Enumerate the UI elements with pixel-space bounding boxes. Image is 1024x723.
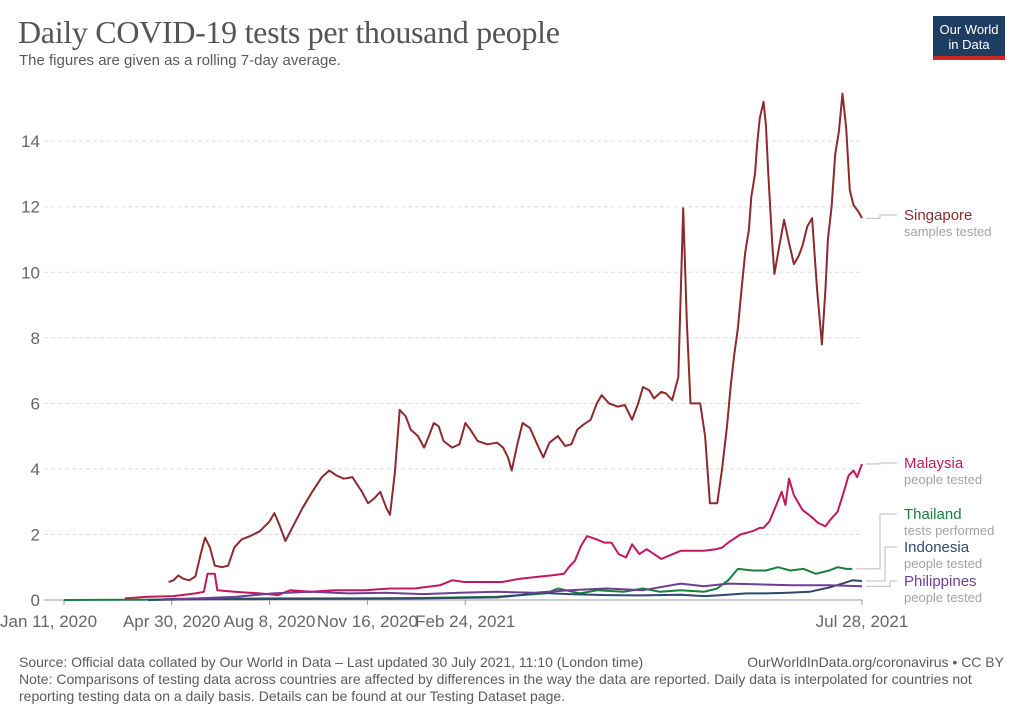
series-line-indonesia xyxy=(147,579,863,601)
chart-subtitle: The figures are given as a rolling 7-day… xyxy=(19,52,341,69)
series-label-singapore: Singapore xyxy=(904,207,972,224)
y-axis-ticks: 0 2 4 6 8 10 12 14 xyxy=(21,132,40,610)
note-text: Note: Comparisons of testing data across… xyxy=(19,671,972,704)
x-tick-label: Jul 28, 2021 xyxy=(816,612,909,631)
y-tick-label: 8 xyxy=(31,329,40,348)
source-text: Source: Official data collated by Our Wo… xyxy=(19,654,644,670)
x-tick-label: Apr 30, 2020 xyxy=(123,612,220,631)
series-line-philippines xyxy=(162,582,863,601)
series-label-indonesia: Indonesia xyxy=(904,539,970,556)
x-tick-label: Jan 11, 2020 xyxy=(0,612,97,631)
y-tick-label: 6 xyxy=(31,394,40,413)
series-label-philippines: Philippines xyxy=(904,573,977,590)
series-sublabel-singapore: samples tested xyxy=(904,224,991,239)
y-tick-label: 2 xyxy=(31,525,40,544)
chart-title: Daily COVID-19 tests per thousand people xyxy=(18,14,560,50)
x-axis: Jan 11, 2020 Apr 30, 2020 Aug 8, 2020 Nov 1… xyxy=(0,599,909,631)
x-tick-label: Nov 16, 2020 xyxy=(317,612,418,631)
series-sublabel-indonesia: people tested xyxy=(904,556,982,571)
series-line-malaysia xyxy=(124,463,863,600)
series-label-thailand: Thailand xyxy=(904,506,962,523)
gridlines xyxy=(44,140,862,535)
y-tick-label: 4 xyxy=(31,460,40,479)
label-connector xyxy=(866,462,897,465)
y-tick-label: 12 xyxy=(21,198,40,217)
logo-line1: Our World xyxy=(939,22,999,37)
label-connector xyxy=(866,546,897,582)
x-tick-label: Aug 8, 2020 xyxy=(224,612,316,631)
series-sublabel-philippines: people tested xyxy=(904,590,982,605)
series-label-malaysia: Malaysia xyxy=(904,455,964,472)
y-tick-label: 10 xyxy=(21,263,40,282)
line-chart: 0 2 4 6 8 10 12 14 Jan 11, 2020 Apr 30, 2020 Aug … xyxy=(0,92,994,631)
y-tick-label: 14 xyxy=(21,132,40,151)
footer: Source: Official data collated by Our Wo… xyxy=(19,654,1004,705)
series-sublabel-malaysia: people tested xyxy=(904,472,982,487)
series-line-singapore xyxy=(168,92,863,583)
label-connector xyxy=(856,513,897,570)
owid-logo[interactable]: Our World in Data xyxy=(933,16,1005,60)
series-sublabel-thailand: tests performed xyxy=(904,523,994,538)
logo-line2: in Data xyxy=(948,37,990,52)
series-lines xyxy=(63,92,863,601)
y-tick-label: 0 xyxy=(31,591,40,610)
label-connector xyxy=(866,214,897,219)
label-connector xyxy=(866,580,897,587)
x-tick-label: Feb 24, 2021 xyxy=(415,612,515,631)
footer-url[interactable]: OurWorldInData.org/coronavirus • CC BY xyxy=(747,654,1004,670)
